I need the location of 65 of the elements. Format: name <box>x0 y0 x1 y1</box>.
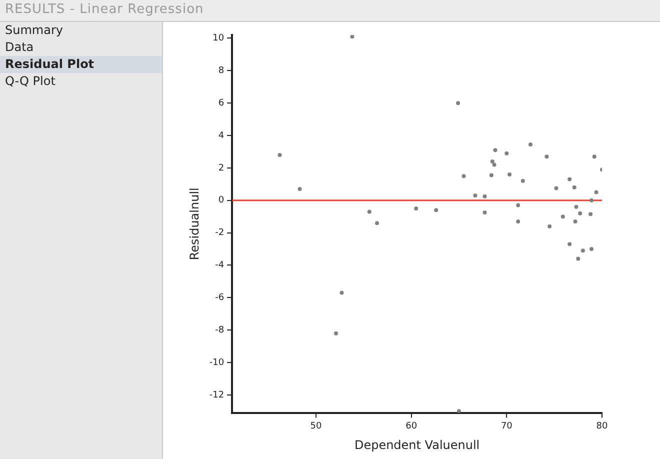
x-tick-label: 70 <box>500 422 513 432</box>
y-tick-label: -6 <box>215 293 224 304</box>
point <box>572 185 576 190</box>
x-tick-label: 80 <box>596 422 608 432</box>
y-tick-label: 0 <box>218 196 224 206</box>
point <box>578 211 582 216</box>
x-tick-label: 50 <box>310 422 322 432</box>
point <box>350 35 354 39</box>
point <box>573 219 578 224</box>
point <box>482 194 487 198</box>
point <box>367 210 372 214</box>
point <box>456 101 460 106</box>
point <box>592 154 596 159</box>
point <box>576 256 580 261</box>
point <box>278 152 282 157</box>
point <box>493 148 498 152</box>
point <box>340 290 344 295</box>
point <box>520 178 525 183</box>
point <box>516 203 520 208</box>
point <box>568 242 572 246</box>
y-tick-label: -4 <box>215 260 224 271</box>
point <box>508 172 512 176</box>
point <box>492 162 496 167</box>
y-tick-label: -10 <box>209 358 224 368</box>
point <box>490 159 494 164</box>
y-tick-label: -2 <box>215 228 224 238</box>
point <box>473 194 478 198</box>
point <box>434 208 438 212</box>
point <box>588 212 593 216</box>
y-axis-title: Residualnull <box>187 188 202 260</box>
x-axis-title: Dependent Valuenull <box>354 438 480 452</box>
point <box>298 187 302 192</box>
y-tick-label: -8 <box>215 325 224 336</box>
y-tick-label: 8 <box>218 66 224 76</box>
point <box>568 177 572 182</box>
x-tick-label: 60 <box>406 422 418 432</box>
y-tick-label: 4 <box>218 130 224 141</box>
text: Data <box>4 39 35 56</box>
point <box>414 206 418 210</box>
point <box>334 331 338 336</box>
point <box>594 190 598 194</box>
point <box>504 151 509 156</box>
point <box>516 219 520 224</box>
point <box>544 154 549 159</box>
point <box>580 248 585 253</box>
text: RESULTS - Linear Regression <box>5 2 204 17</box>
y-tick-label: -12 <box>209 390 224 400</box>
point <box>462 174 466 178</box>
point <box>590 247 594 252</box>
point <box>528 142 532 146</box>
point <box>560 214 565 219</box>
y-tick-label: 2 <box>218 163 224 174</box>
y-tick-label: 10 <box>212 34 224 44</box>
point <box>375 221 380 226</box>
point <box>554 186 558 190</box>
point <box>489 173 494 178</box>
point <box>574 204 578 209</box>
point <box>482 210 487 215</box>
point <box>590 198 594 202</box>
point <box>548 224 552 228</box>
point <box>457 409 461 413</box>
text: Q-Q Plot <box>4 73 56 90</box>
text: Summary <box>4 22 64 39</box>
y-tick-label: 6 <box>218 98 224 108</box>
text: Residual Plot <box>0 56 162 73</box>
